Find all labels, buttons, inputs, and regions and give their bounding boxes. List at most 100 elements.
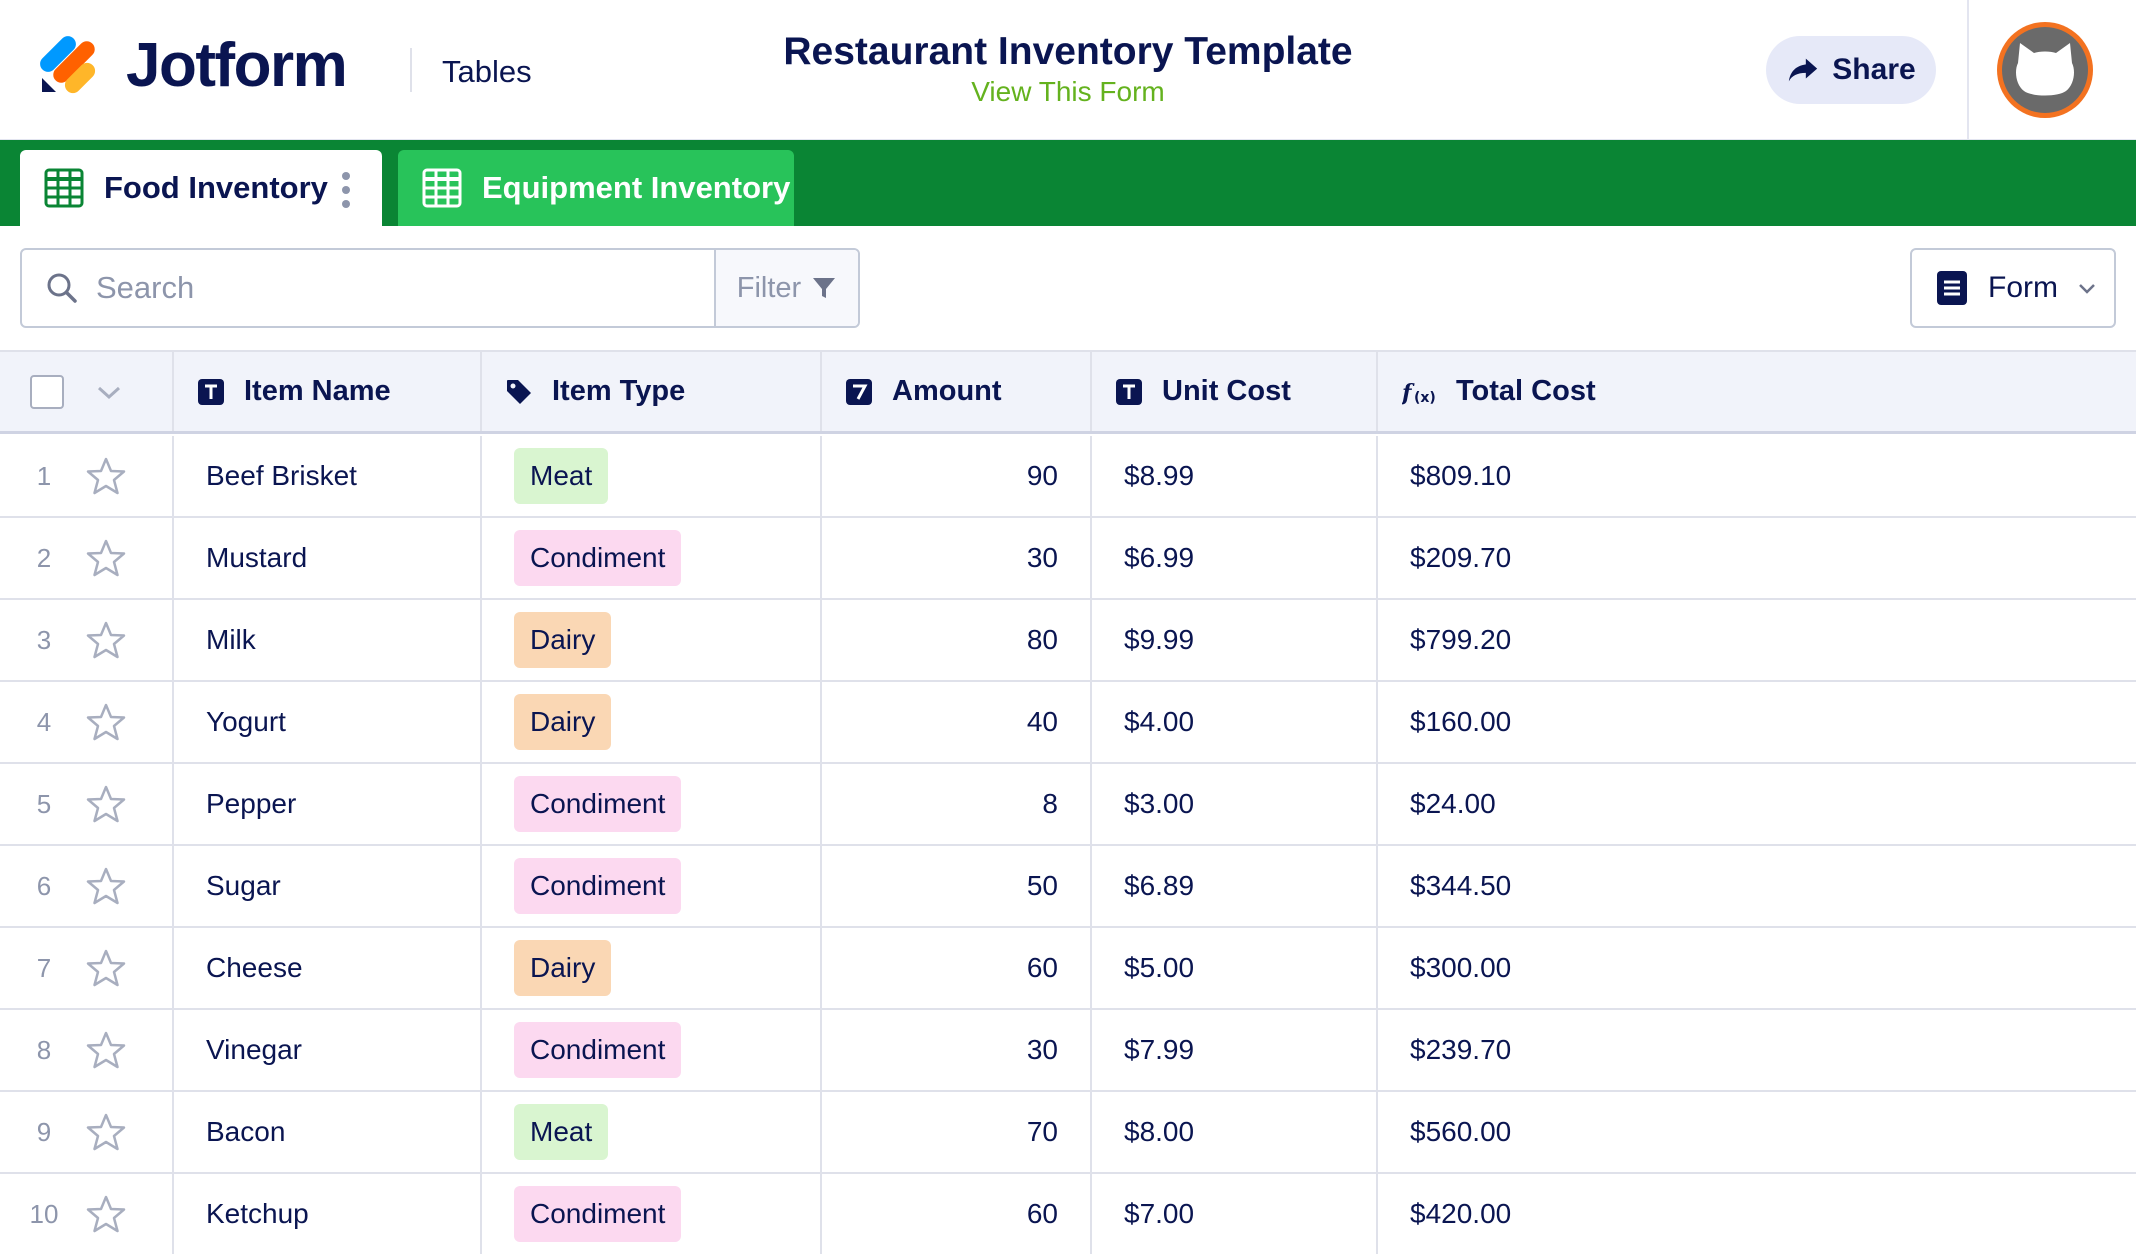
table-row[interactable]: 9 Bacon Meat 70 $8.00 $560.00 <box>0 1092 2136 1174</box>
share-button-label: Share <box>1832 53 1916 86</box>
cell-item-name[interactable]: Vinegar <box>174 1010 482 1090</box>
cell-amount[interactable]: 60 <box>822 928 1092 1008</box>
cell-item-type[interactable]: Condiment <box>482 764 822 844</box>
cell-total-cost[interactable]: $809.10 <box>1378 436 2136 516</box>
cell-item-name[interactable]: Sugar <box>174 846 482 926</box>
star-icon[interactable] <box>86 784 126 824</box>
cell-unit-cost[interactable]: $6.89 <box>1092 846 1378 926</box>
form-document-icon <box>1937 271 1967 305</box>
cell-item-name[interactable]: Yogurt <box>174 682 482 762</box>
cell-amount[interactable]: 30 <box>822 518 1092 598</box>
cell-total-cost[interactable]: $799.20 <box>1378 600 2136 680</box>
table-row[interactable]: 2 Mustard Condiment 30 $6.99 $209.70 <box>0 518 2136 600</box>
star-icon[interactable] <box>86 538 126 578</box>
table-row[interactable]: 4 Yogurt Dairy 40 $4.00 $160.00 <box>0 682 2136 764</box>
cell-amount[interactable]: 90 <box>822 436 1092 516</box>
cell-unit-cost[interactable]: $8.99 <box>1092 436 1378 516</box>
app-name[interactable]: Tables <box>442 54 532 89</box>
star-icon[interactable] <box>86 866 126 906</box>
cell-item-type[interactable]: Meat <box>482 436 822 516</box>
row-number: 3 <box>36 624 52 655</box>
cell-total-cost[interactable]: $420.00 <box>1378 1174 2136 1254</box>
select-all-checkbox[interactable] <box>30 374 64 409</box>
cell-item-name[interactable]: Ketchup <box>174 1174 482 1254</box>
star-icon[interactable] <box>86 1030 126 1070</box>
cell-amount[interactable]: 50 <box>822 846 1092 926</box>
item-name: Cheese <box>206 952 303 983</box>
star-icon[interactable] <box>86 620 126 660</box>
amount-value: 50 <box>1026 870 1058 901</box>
cell-item-name[interactable]: Bacon <box>174 1092 482 1172</box>
text-field-icon <box>1116 378 1142 405</box>
cell-item-name[interactable]: Mustard <box>174 518 482 598</box>
cell-item-name[interactable]: Pepper <box>174 764 482 844</box>
star-icon[interactable] <box>86 702 126 742</box>
cell-unit-cost[interactable]: $5.00 <box>1092 928 1378 1008</box>
column-header-item-type[interactable]: Item Type <box>482 352 822 431</box>
cell-total-cost[interactable]: $344.50 <box>1378 846 2136 926</box>
more-options-icon[interactable] <box>340 170 352 210</box>
table-row[interactable]: 5 Pepper Condiment 8 $3.00 $24.00 <box>0 764 2136 846</box>
cell-item-type[interactable]: Meat <box>482 1092 822 1172</box>
form-button-label: Form <box>1988 271 2058 304</box>
cell-item-type[interactable]: Condiment <box>482 1010 822 1090</box>
cell-unit-cost[interactable]: $3.00 <box>1092 764 1378 844</box>
star-icon[interactable] <box>86 1112 126 1152</box>
cell-amount[interactable]: 40 <box>822 682 1092 762</box>
cell-total-cost[interactable]: $24.00 <box>1378 764 2136 844</box>
table-row[interactable]: 8 Vinegar Condiment 30 $7.99 $239.70 <box>0 1010 2136 1092</box>
cell-item-name[interactable]: Beef Brisket <box>174 436 482 516</box>
cell-amount[interactable]: 60 <box>822 1174 1092 1254</box>
table-grid-icon <box>422 168 462 208</box>
table-row[interactable]: 10 Ketchup Condiment 60 $7.00 $420.00 <box>0 1174 2136 1254</box>
cell-item-name[interactable]: Milk <box>174 600 482 680</box>
cell-total-cost[interactable]: $239.70 <box>1378 1010 2136 1090</box>
user-avatar[interactable] <box>1997 22 2093 118</box>
cell-total-cost[interactable]: $209.70 <box>1378 518 2136 598</box>
cell-total-cost[interactable]: $560.00 <box>1378 1092 2136 1172</box>
filter-button[interactable]: Filter <box>714 250 858 326</box>
star-icon[interactable] <box>86 456 126 496</box>
cell-amount[interactable]: 8 <box>822 764 1092 844</box>
cell-item-type[interactable]: Dairy <box>482 600 822 680</box>
cell-item-type[interactable]: Dairy <box>482 682 822 762</box>
table-row[interactable]: 7 Cheese Dairy 60 $5.00 $300.00 <box>0 928 2136 1010</box>
unit-cost-value: $4.00 <box>1124 706 1195 737</box>
cell-item-type[interactable]: Dairy <box>482 928 822 1008</box>
table-row[interactable]: 1 Beef Brisket Meat 90 $8.99 $809.10 <box>0 436 2136 518</box>
cell-unit-cost[interactable]: $7.99 <box>1092 1010 1378 1090</box>
star-icon[interactable] <box>86 948 126 988</box>
cell-item-name[interactable]: Cheese <box>174 928 482 1008</box>
amount-value: 90 <box>1026 460 1058 491</box>
cell-total-cost[interactable]: $160.00 <box>1378 682 2136 762</box>
jotform-logo-icon[interactable] <box>40 30 104 94</box>
cell-unit-cost[interactable]: $8.00 <box>1092 1092 1378 1172</box>
search-input[interactable] <box>96 270 696 306</box>
form-view-dropdown[interactable]: Form <box>1910 248 2116 328</box>
select-all-column <box>0 352 174 431</box>
share-button[interactable]: Share <box>1766 36 1936 104</box>
cell-unit-cost[interactable]: $4.00 <box>1092 682 1378 762</box>
column-header-total-cost[interactable]: ƒ (x) Total Cost <box>1378 352 2136 431</box>
cell-amount[interactable]: 30 <box>822 1010 1092 1090</box>
tab-food-inventory[interactable]: Food Inventory <box>20 150 382 226</box>
column-header-unit-cost[interactable]: Unit Cost <box>1092 352 1378 431</box>
table-row[interactable]: 3 Milk Dairy 80 $9.99 $799.20 <box>0 600 2136 682</box>
cell-unit-cost[interactable]: $6.99 <box>1092 518 1378 598</box>
brand-name[interactable]: Jotform <box>126 31 348 100</box>
tab-equipment-inventory[interactable]: Equipment Inventory <box>398 150 794 226</box>
table-row[interactable]: 6 Sugar Condiment 50 $6.89 $344.50 <box>0 846 2136 928</box>
cell-item-type[interactable]: Condiment <box>482 846 822 926</box>
star-icon[interactable] <box>86 1194 126 1234</box>
cell-unit-cost[interactable]: $7.00 <box>1092 1174 1378 1254</box>
cell-unit-cost[interactable]: $9.99 <box>1092 600 1378 680</box>
cell-amount[interactable]: 70 <box>822 1092 1092 1172</box>
cell-item-type[interactable]: Condiment <box>482 518 822 598</box>
cell-item-type[interactable]: Condiment <box>482 1174 822 1254</box>
cell-amount[interactable]: 80 <box>822 600 1092 680</box>
column-header-amount[interactable]: Amount <box>822 352 1092 431</box>
view-form-link[interactable]: View This Form <box>971 76 1165 107</box>
chevron-down-icon[interactable] <box>94 377 124 407</box>
column-header-item-name[interactable]: Item Name <box>174 352 482 431</box>
cell-total-cost[interactable]: $300.00 <box>1378 928 2136 1008</box>
